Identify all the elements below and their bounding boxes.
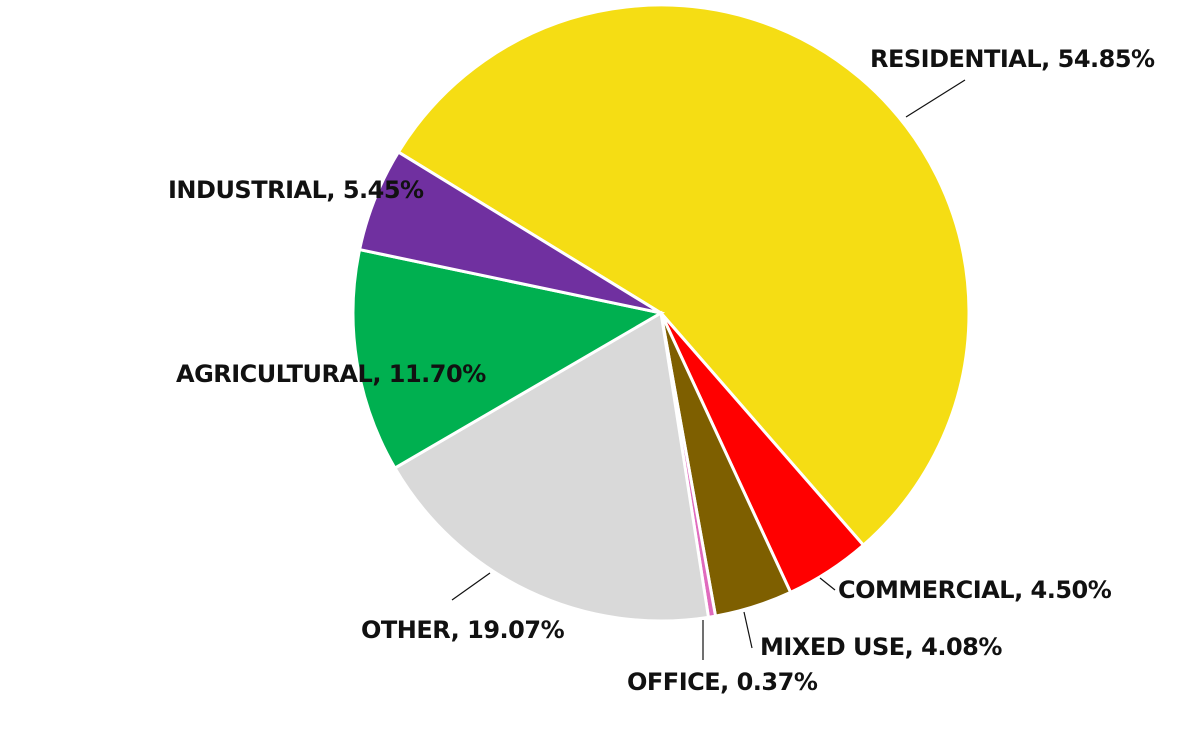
leader-line-commercial	[819, 577, 836, 591]
label-commercial: COMMERCIAL, 4.50%	[838, 576, 1112, 604]
label-residential: RESIDENTIAL, 54.85%	[870, 45, 1155, 73]
data-labels: RESIDENTIAL, 54.85% COMMERCIAL, 4.50% MI…	[168, 45, 1156, 696]
label-office: OFFICE, 0.37%	[627, 668, 818, 696]
pie-slice-industrial	[357, 150, 662, 315]
label-mixed-use: MIXED USE, 4.08%	[760, 633, 1002, 661]
label-industrial: INDUSTRIAL, 5.45%	[168, 176, 424, 204]
label-other: OTHER, 19.07%	[361, 616, 565, 644]
pie-slice-residential	[396, 3, 971, 548]
pie-slices	[351, 3, 971, 623]
leader-line-mixed-use	[743, 611, 753, 649]
pie-slice-agricultural	[351, 247, 666, 471]
leader-line-residential	[905, 79, 966, 118]
label-leader-lines	[451, 79, 966, 660]
leader-line-other	[451, 572, 491, 601]
pie-slice-other	[392, 310, 711, 623]
label-agricultural: AGRICULTURAL, 11.70%	[176, 360, 486, 388]
